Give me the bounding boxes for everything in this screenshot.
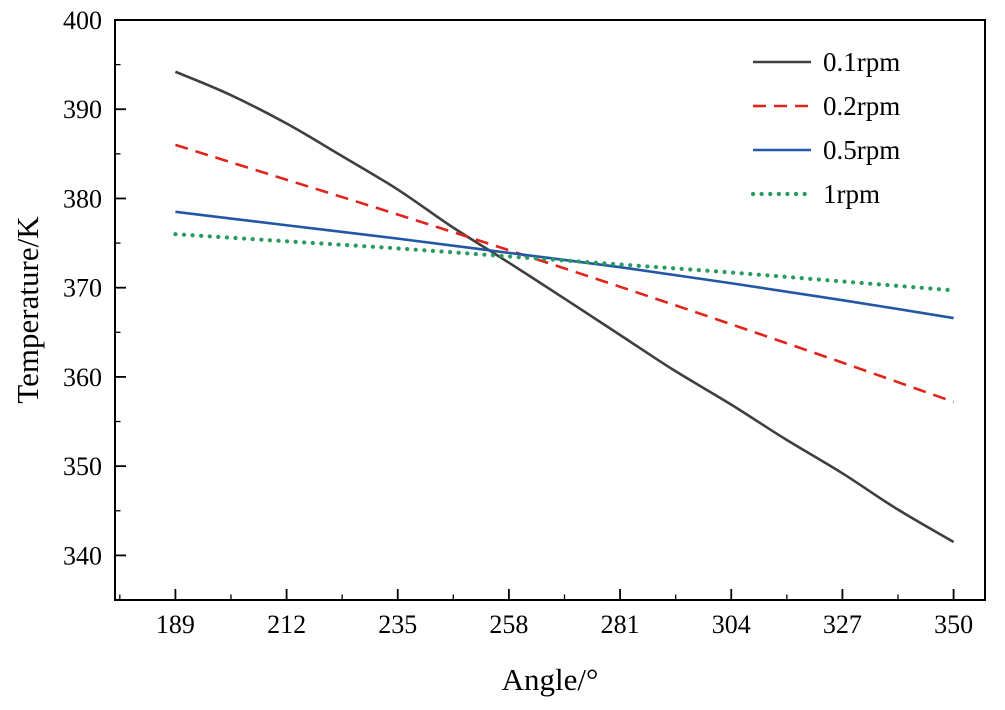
series-line-0.5rpm [175, 210, 954, 320]
x-tick-label: 258 [489, 610, 528, 639]
x-tick-label: 281 [601, 610, 640, 639]
x-tick-label: 327 [823, 610, 862, 639]
y-tick-label: 380 [63, 184, 102, 213]
x-tick-label: 235 [378, 610, 417, 639]
y-tick-label: 360 [63, 363, 102, 392]
tick-labels: 189 212 235 258 281 304 327 350 340 350 360 370 380 3… [63, 6, 973, 639]
x-tick-label: 350 [934, 610, 973, 639]
y-tick-label: 370 [63, 274, 102, 303]
y-tick-label: 350 [63, 452, 102, 481]
series-lines [173, 70, 956, 544]
y-tick-label: 400 [63, 6, 102, 35]
legend-label-1rpm: 1rpm [823, 179, 880, 209]
y-tick-label: 340 [63, 541, 102, 570]
axis-ticks [115, 19, 955, 600]
legend-label-0.1rpm: 0.1rpm [823, 47, 900, 77]
plot-border [114, 19, 986, 601]
series-line-1rpm [173, 232, 956, 293]
legend: 0.1rpm 0.2rpm 0.5rpm 1rpm [750, 47, 900, 209]
x-tick-label: 304 [712, 610, 751, 639]
x-tick-label: 212 [267, 610, 306, 639]
x-tick-label: 189 [156, 610, 195, 639]
series-line-0.1rpm [174, 70, 955, 544]
legend-label-0.5rpm: 0.5rpm [823, 135, 900, 165]
y-tick-label: 390 [63, 95, 102, 124]
series-line-0.2rpm [175, 143, 955, 404]
legend-label-0.2rpm: 0.2rpm [823, 91, 900, 121]
